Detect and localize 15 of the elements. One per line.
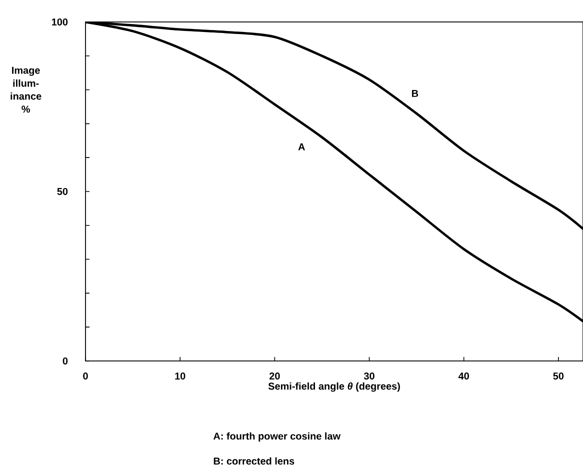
- y-tick-label: 100: [52, 18, 68, 26]
- series-label: A: [298, 143, 305, 150]
- x-tick-label: 10: [175, 372, 186, 380]
- y-tick-label: 0: [62, 357, 68, 365]
- x-tick-label: 0: [83, 372, 88, 380]
- text: A: fourth power cosine law: [213, 432, 341, 442]
- x-tick-label: 20: [269, 372, 280, 380]
- y-axis-title: Image illum-inance %: [10, 66, 42, 113]
- x-tick-label: 50: [553, 372, 564, 380]
- text: B: corrected lens: [214, 457, 294, 465]
- series-label: B: [412, 90, 418, 97]
- x-tick-label: 40: [458, 372, 469, 380]
- x-tick-label: 30: [364, 372, 374, 380]
- y-tick-label: 50: [57, 188, 68, 196]
- x-axis-title: Semi-field angle θ (degrees): [268, 382, 400, 392]
